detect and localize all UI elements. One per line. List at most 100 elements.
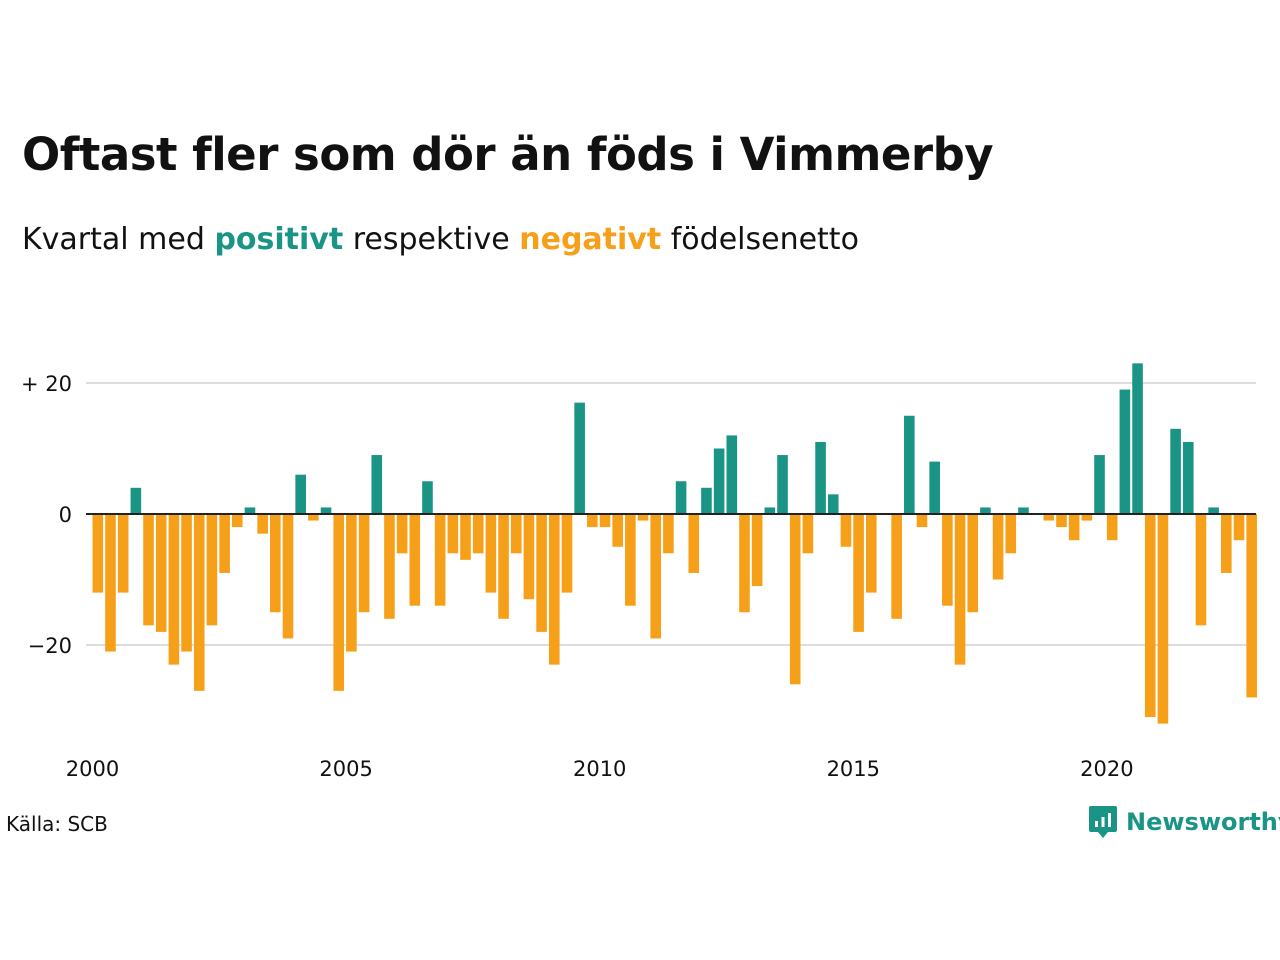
bar-positive: [244, 507, 256, 514]
bar-positive: [713, 448, 725, 514]
bar-negative: [396, 514, 408, 554]
bar-negative: [105, 514, 116, 652]
bar-negative: [1221, 514, 1232, 573]
bar-negative: [1081, 514, 1093, 521]
bar-positive: [1094, 455, 1105, 514]
bar-negative: [739, 514, 750, 613]
bar-negative: [308, 514, 319, 521]
bar-positive: [371, 455, 383, 514]
subtitle-negative-label: negativt: [519, 222, 662, 257]
bar-positive: [777, 455, 788, 514]
bar-positive: [1119, 389, 1131, 514]
bar-negative: [1106, 514, 1118, 541]
bar-positive: [1208, 507, 1219, 514]
bar-positive: [726, 435, 738, 514]
source-note: Källa: SCB: [6, 812, 108, 836]
bar-negative: [637, 514, 649, 521]
bar-negative: [650, 514, 662, 639]
bar-negative: [257, 514, 268, 534]
x-tick-label: 2000: [66, 757, 119, 781]
bar-positive: [1182, 441, 1194, 514]
bar-negative: [333, 514, 345, 691]
grid-lines: [86, 382, 1256, 646]
bar-negative: [1043, 514, 1055, 521]
bar-negative: [840, 514, 852, 547]
bar-negative: [472, 514, 484, 554]
bar-negative: [789, 514, 801, 685]
bar-negative: [865, 514, 877, 593]
subtitle-prefix: Kvartal med: [22, 222, 205, 257]
bar-positive: [422, 481, 433, 514]
bar-negative: [231, 514, 243, 528]
bar-negative: [485, 514, 497, 593]
y-tick-label: −20: [28, 634, 72, 658]
y-tick-label: 0: [59, 503, 72, 527]
bars: [92, 363, 1257, 724]
bar-negative: [1056, 514, 1067, 528]
bar-positive: [701, 487, 712, 514]
bar-positive: [1170, 428, 1181, 514]
bar-negative: [802, 514, 814, 554]
bar-negative: [384, 514, 395, 619]
bar-positive: [295, 474, 306, 514]
subtitle-positive-label: positivt: [214, 222, 344, 257]
bar-chart: + 20 0 −20 2000 2005 2010 2015 2020: [21, 363, 1257, 781]
bar-negative: [447, 514, 459, 554]
x-tick-label: 2020: [1080, 757, 1133, 781]
bar-negative: [1068, 514, 1080, 541]
bar-negative: [548, 514, 560, 665]
bar-negative: [1157, 514, 1169, 724]
bar-negative: [117, 514, 129, 593]
bar-negative: [688, 514, 700, 573]
bar-negative: [891, 514, 902, 619]
bar-negative: [625, 514, 636, 606]
bar-negative: [663, 514, 674, 554]
bar-positive: [675, 481, 687, 514]
bar-negative: [1233, 514, 1245, 541]
bar-negative: [510, 514, 522, 554]
bar-positive: [980, 507, 991, 514]
bar-negative: [168, 514, 180, 665]
bar-negative: [434, 514, 446, 606]
bar-negative: [143, 514, 154, 626]
x-tick-label: 2005: [319, 757, 372, 781]
bar-negative: [346, 514, 357, 652]
brand-name: Newsworthy: [1126, 808, 1280, 836]
bar-negative: [1195, 514, 1207, 626]
bar-positive: [1132, 363, 1143, 514]
x-tick-label: 2010: [573, 757, 626, 781]
chart-subtitle: Kvartal med positivt respektive negativt…: [22, 222, 859, 257]
bar-negative: [561, 514, 573, 593]
bar-negative: [181, 514, 192, 652]
bar-negative: [270, 514, 281, 613]
subtitle-middle: respektive: [352, 222, 510, 257]
bar-negative: [587, 514, 598, 528]
bar-negative: [219, 514, 230, 573]
bar-negative: [536, 514, 547, 632]
bar-negative: [599, 514, 611, 528]
bar-negative: [460, 514, 471, 560]
bar-positive: [574, 402, 585, 514]
brand-logo: Newsworthy: [1088, 804, 1280, 840]
bar-positive: [815, 441, 826, 514]
bar-negative: [1005, 514, 1017, 554]
bar-positive: [764, 507, 776, 514]
bar-negative: [1144, 514, 1156, 718]
bar-negative: [967, 514, 979, 613]
bar-positive: [130, 487, 142, 514]
bar-negative: [282, 514, 294, 639]
bar-negative: [498, 514, 509, 619]
chart-title: Oftast fler som dör än föds i Vimmerby: [22, 128, 994, 181]
bar-positive: [1018, 507, 1029, 514]
bar-negative: [155, 514, 167, 632]
y-tick-label: + 20: [21, 372, 72, 396]
bar-negative: [358, 514, 370, 613]
bar-negative: [193, 514, 205, 691]
bar-negative: [992, 514, 1004, 580]
newsworthy-logo-icon: [1089, 806, 1117, 838]
bar-negative: [206, 514, 218, 626]
x-tick-label: 2015: [827, 757, 880, 781]
bar-negative: [954, 514, 966, 665]
bar-negative: [92, 514, 104, 593]
bar-negative: [523, 514, 535, 600]
